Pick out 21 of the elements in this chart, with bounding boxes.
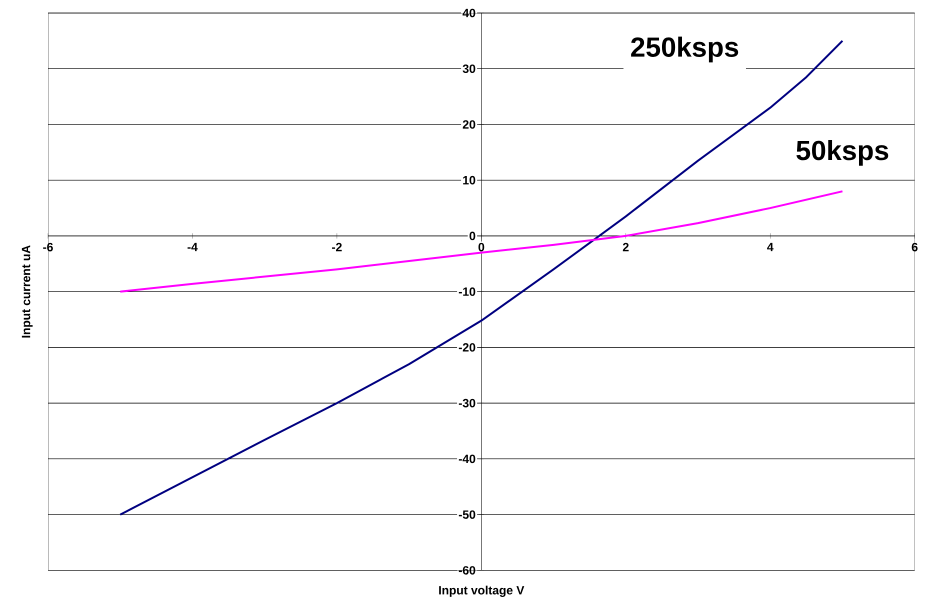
y-tick-label: -10 (458, 287, 476, 296)
y-tick-label: -20 (458, 343, 476, 352)
x-axis-title: Input voltage V (439, 586, 524, 597)
y-tick-label: 40 (462, 8, 476, 18)
y-tick-label: -30 (458, 398, 476, 408)
y-tick-label: 0 (470, 232, 476, 240)
y-tick-label: 10 (463, 176, 476, 184)
x-tick-label: 0 (478, 242, 484, 252)
series-label: 50ksps (796, 140, 888, 166)
y-tick-label: 20 (462, 120, 476, 129)
y-axis-title: Input current uA (22, 245, 33, 338)
x-tick-label: 2 (622, 242, 629, 252)
x-tick-label: 4 (767, 242, 774, 252)
y-tick-label: -50 (458, 510, 476, 519)
x-tick-label: 6 (912, 242, 918, 252)
text: 250ksps (631, 36, 738, 62)
y-tick-label: 30 (462, 64, 476, 73)
x-tick-label: -6 (43, 242, 53, 252)
y-tick-label: -40 (458, 454, 476, 464)
x-tick-label: -4 (188, 242, 198, 252)
x-tick-label: -2 (332, 242, 342, 252)
